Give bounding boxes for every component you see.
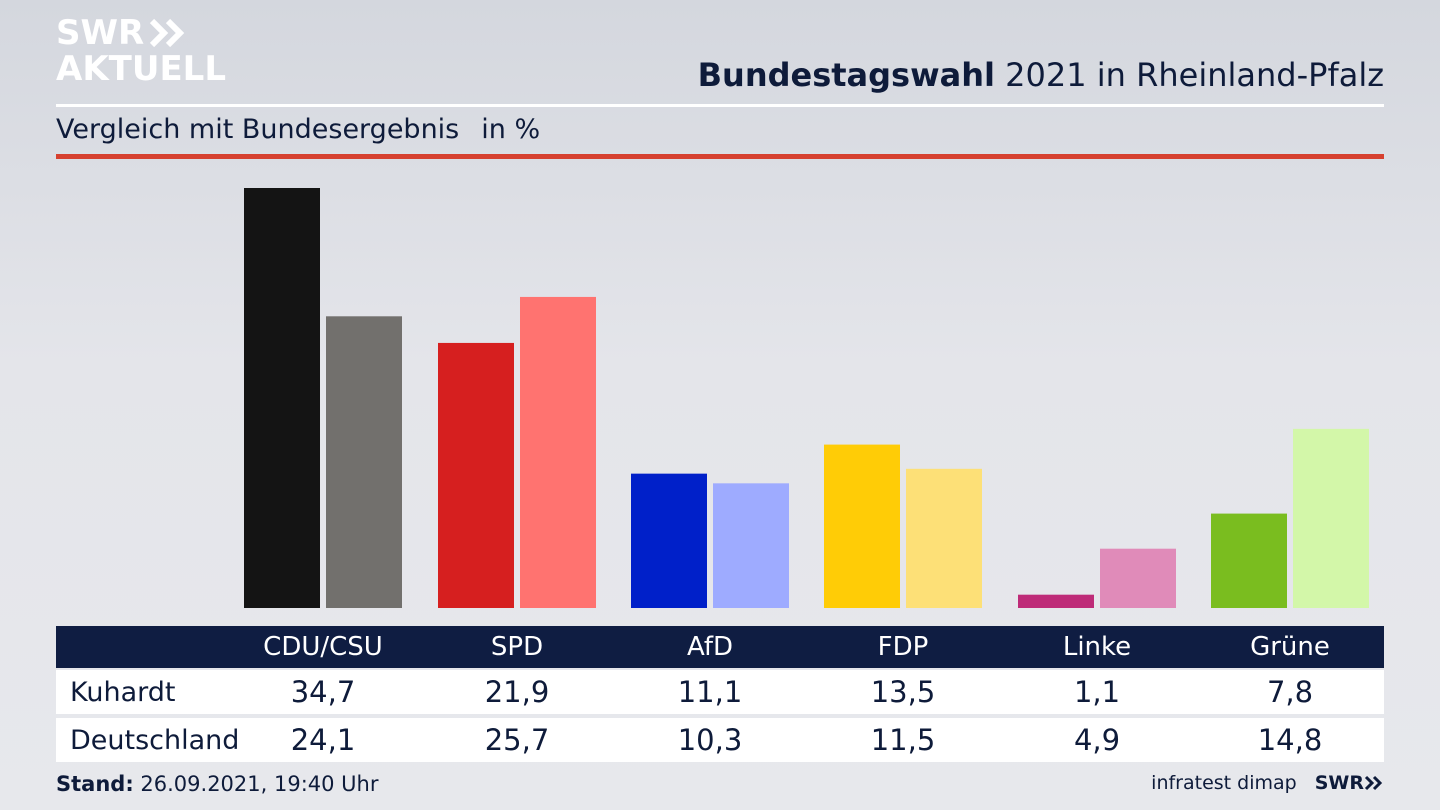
series-label-deutschland: Deutschland [70,724,240,756]
accent-divider [56,154,1384,159]
table-header-row: CDU/CSU SPD AfD FDP Linke Grüne [56,626,1384,668]
subtitle-text: Vergleich mit Bundesergebnis [56,114,460,145]
table-row-deutschland: Deutschland 24,1 25,7 10,3 11,5 4,9 14,8 [56,718,1384,762]
bar-gr-ne-deutschland [1293,428,1369,608]
value-deutschland-fdp: 11,5 [870,723,936,757]
footer-swr-logo: SWR [1315,772,1384,794]
footer-swr-text: SWR [1314,772,1364,794]
value-deutschland-cdu-csu: 24,1 [290,723,356,757]
stand-value: 26.09.2021, 19:40 Uhr [133,772,379,796]
unit-label: in % [481,114,541,145]
category-label-cdu-csu: CDU/CSU [263,632,383,662]
bar-spd-deutschland [520,296,596,608]
timestamp: Stand: 26.09.2021, 19:40 Uhr [56,772,379,796]
category-label-fdp: FDP [877,632,929,662]
value-kuhardt-fdp: 13,5 [870,675,936,709]
bar-fdp-deutschland [906,468,982,608]
swr-aktuell-logo: SWR AKTUELL [56,16,226,86]
title-bold: Bundestagswahl [697,56,995,94]
chart-title: Bundestagswahl 2021 in Rheinland-Pfalz [698,56,1384,94]
value-kuhardt-afd: 11,1 [677,675,743,709]
results-table: CDU/CSU SPD AfD FDP Linke Grüne Kuhardt 34,7 21… [56,626,1384,762]
category-label-gr-ne: Grüne [1250,632,1330,662]
bar-linke-kuhardt [1018,594,1094,608]
value-deutschland-linke: 4,9 [1073,723,1121,757]
title-rest: 2021 in Rheinland-Pfalz [995,56,1384,94]
bar-linke-deutschland [1100,548,1176,608]
bar-afd-deutschland [713,483,789,608]
source-text: infratest dimap [1151,772,1297,794]
source-credit: infratest dimap SWR [1151,772,1384,794]
value-kuhardt-linke: 1,1 [1073,675,1121,709]
value-deutschland-gr-ne: 14,8 [1257,723,1323,757]
bar-spd-kuhardt [438,342,514,608]
stand-label: Stand: [56,772,134,796]
bar-cdu-csu-deutschland [326,316,402,608]
double-chevron-icon [150,18,185,48]
value-kuhardt-cdu-csu: 34,7 [290,675,356,709]
category-label-afd: AfD [686,632,734,662]
chart-subtitle: Vergleich mit Bundesergebnis in % [56,114,540,145]
logo-aktuell-text: AKTUELL [56,49,227,89]
series-label-kuhardt: Kuhardt [70,676,176,708]
value-kuhardt-gr-ne: 7,8 [1266,675,1314,709]
bar-fdp-kuhardt [824,444,900,608]
header-divider [56,104,1384,107]
bar-cdu-csu-kuhardt [244,188,320,608]
category-label-linke: Linke [1062,632,1132,662]
value-deutschland-afd: 10,3 [677,723,743,757]
logo-swr-text: SWR [56,13,145,53]
bar-gr-ne-kuhardt [1211,513,1287,608]
value-deutschland-spd: 25,7 [484,723,550,757]
value-kuhardt-spd: 21,9 [484,675,550,709]
category-label-spd: SPD [490,632,544,662]
table-row-kuhardt: Kuhardt 34,7 21,9 11,1 13,5 1,1 7,8 [56,670,1384,714]
footer-double-chevron-icon [1364,775,1383,791]
bar-afd-kuhardt [631,473,707,608]
